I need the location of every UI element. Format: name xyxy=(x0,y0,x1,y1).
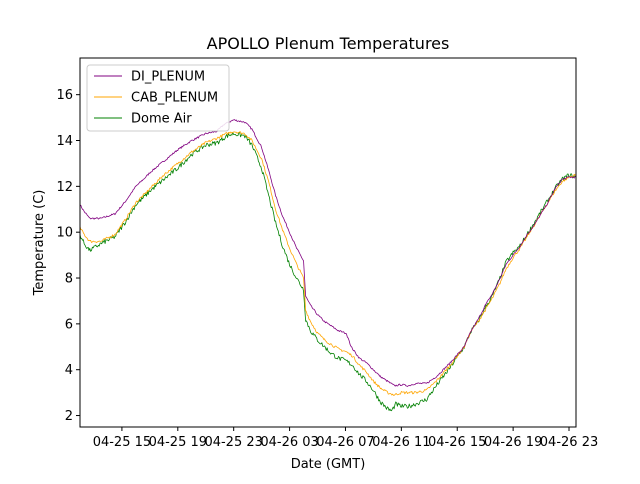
series-layer xyxy=(79,119,577,412)
x-tick-label: 04-26 07 xyxy=(316,435,374,450)
x-tick-label: 04-26 19 xyxy=(484,435,542,450)
legend: DI_PLENUM CAB_PLENUM Dome Air xyxy=(86,64,230,132)
plot-frame xyxy=(79,57,577,428)
y-tick-label: 10 xyxy=(56,226,73,241)
series-line-di-plenum xyxy=(79,119,577,387)
y-axis: 2 4 6 8 10 12 14 16 xyxy=(56,88,80,424)
x-tick-label: 04-26 03 xyxy=(260,435,318,450)
x-tick-label: 04-26 11 xyxy=(372,435,430,450)
x-axis-label: Date (GMT) xyxy=(291,457,366,472)
x-tick-label: 04-26 15 xyxy=(428,435,486,450)
x-tick-label: 04-25 19 xyxy=(149,435,207,450)
y-tick-label: 4 xyxy=(65,363,73,378)
series-line-dome-air xyxy=(79,132,577,412)
series-line-cab-plenum xyxy=(79,131,577,396)
y-tick-label: 8 xyxy=(65,272,73,287)
y-tick-label: 12 xyxy=(56,180,73,195)
legend-label: Dome Air xyxy=(131,112,192,127)
legend-box xyxy=(86,64,230,132)
x-tick-label: 04-25 23 xyxy=(204,435,262,450)
y-tick-label: 14 xyxy=(56,134,73,149)
y-tick-label: 6 xyxy=(65,317,73,332)
y-tick-label: 2 xyxy=(65,409,73,424)
legend-label: DI_PLENUM xyxy=(131,70,205,85)
x-tick-label: 04-26 23 xyxy=(540,435,598,450)
legend-label: CAB_PLENUM xyxy=(131,91,218,106)
y-tick-label: 16 xyxy=(56,88,73,103)
x-tick-label: 04-25 15 xyxy=(93,435,151,450)
y-axis-label: Temperature (C) xyxy=(32,190,47,297)
chart-title: APOLLO Plenum Temperatures xyxy=(207,34,450,53)
